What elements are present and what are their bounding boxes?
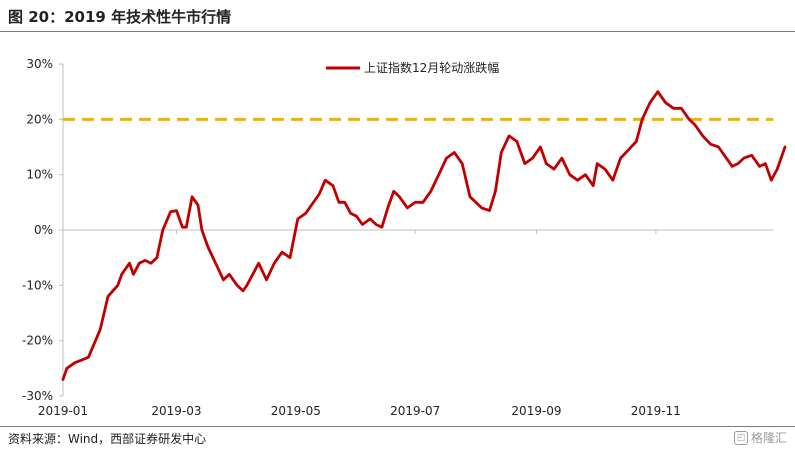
y-tick-label: 10% — [26, 168, 53, 182]
x-axis: 2019-01 2019-03 2019-05 2019-07 2019-09 2019-… — [38, 229, 774, 418]
y-tick-label: -20% — [22, 334, 53, 348]
y-tick-label: 30% — [26, 57, 53, 71]
title-rule — [0, 31, 795, 32]
series-line — [61, 90, 787, 381]
x-tick-label: 2019-11 — [631, 404, 681, 418]
footer-rule — [0, 426, 795, 427]
x-tick-label: 2019-09 — [511, 404, 561, 418]
source-note: 资料来源：Wind，西部证券研发中心 — [8, 432, 207, 446]
figure-title: 图 20：2019 年技术性牛市行情 — [8, 8, 232, 26]
x-tick-label: 2019-03 — [151, 404, 201, 418]
x-tick-label: 2019-05 — [271, 404, 321, 418]
y-tick-label: 20% — [26, 112, 53, 126]
x-tick-label: 2019-01 — [38, 404, 88, 418]
y-tick-label: -10% — [22, 278, 53, 292]
y-axis: -30% -20% -10% 0% 10% 20% 30% — [22, 57, 64, 403]
legend-label: 上证指数12月轮动涨跌幅 — [364, 60, 499, 75]
legend: 上证指数12月轮动涨跌幅 — [326, 60, 499, 75]
watermark-text: 格隆汇 — [750, 431, 787, 445]
chart: -30%-20%-10%0%10%20%30% 2019-01 2019-03 20… — [22, 57, 787, 418]
glh-logo-icon: ◰ — [733, 430, 748, 445]
y-tick-label: 0% — [34, 223, 53, 237]
series-layer — [61, 90, 787, 381]
x-tick-label: 2019-07 — [390, 404, 440, 418]
y-tick-label: -30% — [22, 389, 53, 403]
watermark: ◰ 格隆汇 — [733, 429, 787, 446]
